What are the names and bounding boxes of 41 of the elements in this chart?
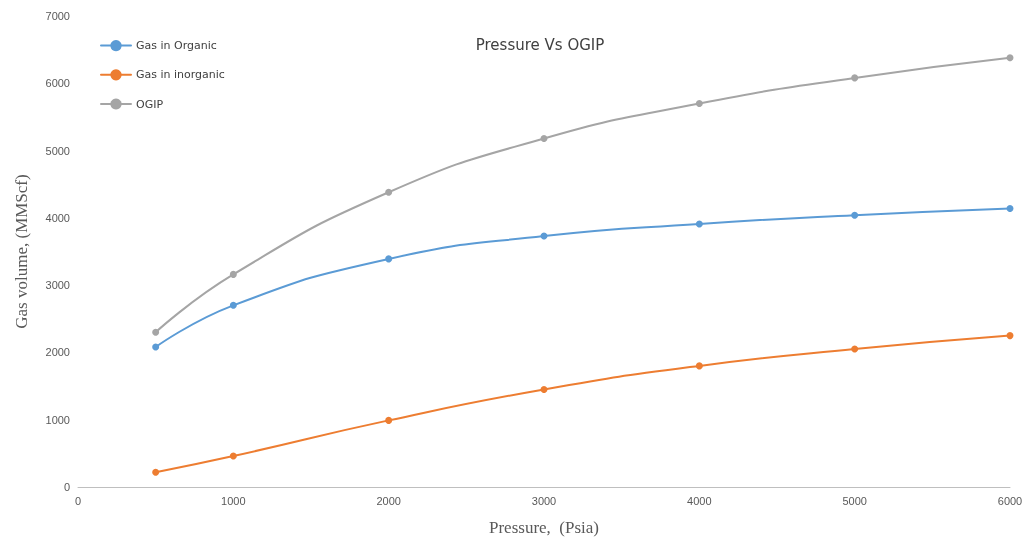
text: Pressure Vs OGIP [475,35,605,54]
y-tick-label: 2000 [45,346,70,359]
x-tick-label: 5000 [842,494,867,507]
point [385,255,393,263]
x-tick-label: 4000 [687,494,712,507]
point [540,134,548,142]
point [851,74,859,82]
point [540,385,548,393]
x-axis-title: Pressure, (Psia) [488,518,600,537]
x-tick-label: 3000 [531,494,557,507]
y-axis-title: Gas volume, (MMScf) [12,174,31,329]
point [1006,204,1014,212]
point [152,328,160,336]
x-tick-label: 6000 [997,494,1023,507]
point [229,452,237,460]
y-tick-label: 1000 [45,413,70,426]
point [229,301,237,309]
y-tick-label: 4000 [45,211,70,224]
point [695,220,703,228]
point [695,99,703,107]
legend-label: Gas in Organic [136,39,217,53]
point [385,416,393,424]
y-tick-label: 6000 [45,77,70,90]
y-tick-label: 3000 [45,279,70,292]
point [1006,54,1014,62]
x-tick-label: 2000 [376,494,401,507]
point [851,345,859,353]
point [152,343,160,351]
x-tick-label: 0 [74,494,82,507]
point [385,188,393,196]
y-tick-label: 0 [63,481,70,493]
point [229,270,237,278]
legend-label: Gas in inorganic [136,68,225,82]
legend-label: OGIP [136,97,164,111]
y-tick-label: 5000 [45,144,70,157]
point [695,362,703,370]
x-tick-label: 1000 [221,494,246,507]
point [152,468,160,476]
y-tick-label: 7000 [45,10,70,22]
point [1006,332,1014,340]
point [851,211,859,219]
